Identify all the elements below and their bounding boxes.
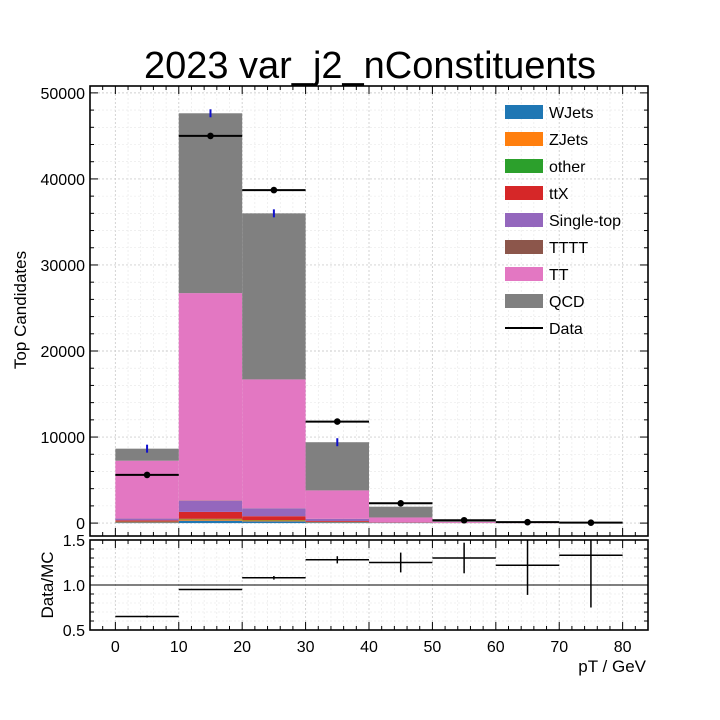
legend-label: TT (549, 267, 569, 284)
main-axis-ticks: 0 10000 20000 30000 40000 50000 (41, 86, 648, 536)
bar-ttx (305, 521, 369, 522)
legend-label: WJets (549, 105, 593, 122)
legend-swatch (505, 105, 543, 119)
y-axis-label: Top Candidates (11, 251, 30, 369)
bar-tt (178, 293, 243, 501)
x-tick-label: 70 (550, 639, 568, 656)
y-tick-label: 20000 (41, 344, 86, 361)
data-point (143, 471, 151, 479)
legend-label: QCD (549, 294, 585, 311)
legend-swatch (505, 186, 543, 200)
bar-single-top (242, 508, 306, 517)
ratio-tick-label: 1.0 (63, 578, 85, 595)
chart-title: 2023 var_j2_nConstituents (144, 45, 596, 87)
ratio-axis-ticks: 0 10 20 30 40 50 60 70 80 0.5 1.0 1.5 (63, 533, 648, 656)
bar-qcd (369, 506, 433, 518)
bar-ttx (242, 516, 306, 521)
x-tick-label: 40 (360, 639, 378, 656)
y-tick-label: 10000 (41, 430, 86, 447)
x-tick-label: 50 (424, 639, 442, 656)
y-tick-label: 30000 (41, 258, 86, 275)
data-point (333, 418, 341, 425)
bar-qcd (178, 113, 243, 294)
bar-ttx (178, 511, 243, 519)
bar-zjets (242, 520, 306, 522)
bar-tt (369, 517, 433, 523)
bar-other (178, 518, 243, 520)
legend-label: ZJets (549, 132, 588, 149)
bar-single-top (305, 518, 369, 522)
x-tick-label: 0 (111, 639, 120, 656)
bar-wjets (178, 520, 243, 524)
bar-tt (305, 490, 369, 519)
legend-swatch (505, 213, 543, 227)
bar-zjets (178, 519, 243, 521)
bar-wjets (242, 521, 306, 524)
x-tick-label: 30 (297, 639, 315, 656)
ratio-tick-label: 1.5 (63, 533, 85, 550)
x-tick-label: 80 (614, 639, 632, 656)
mc-error-markers (146, 109, 339, 453)
ratio-y-axis-label: Data/MC (38, 551, 57, 618)
data-point (270, 186, 278, 194)
legend-swatch (505, 159, 543, 173)
legend-label: Data (549, 321, 583, 338)
ratio-points (115, 540, 623, 618)
data-point (207, 132, 214, 140)
bar-qcd (305, 442, 369, 491)
stacked-bars (115, 113, 623, 524)
legend-label: Single-top (549, 213, 621, 230)
data-point (460, 516, 468, 524)
y-tick-label: 40000 (41, 172, 86, 189)
data-points (115, 132, 623, 526)
data-point (524, 518, 531, 526)
legend-swatch (505, 294, 543, 308)
bar-single-top (178, 500, 243, 512)
data-point (397, 500, 405, 507)
bar-tt (242, 379, 306, 509)
legend-swatch (505, 132, 543, 146)
bar-qcd (115, 448, 179, 461)
legend: WJetsZJetsotherttXSingle-topTTTTTTQCDDat… (505, 105, 621, 338)
bar-zjets (115, 521, 179, 523)
legend-label: ttX (549, 186, 569, 203)
bar-qcd (242, 213, 306, 380)
x-tick-label: 60 (487, 639, 505, 656)
bar-tt (115, 460, 179, 519)
bar-ttx (115, 520, 179, 522)
bar-wjets (115, 522, 179, 524)
bar-single-top (115, 518, 179, 521)
x-axis-label: pT / GeV (578, 657, 646, 676)
x-tick-label: 10 (170, 639, 188, 656)
legend-swatch (505, 267, 543, 281)
y-tick-label: 0 (76, 516, 85, 533)
data-point (587, 519, 595, 526)
bar-wjets (305, 522, 369, 524)
legend-label: other (549, 159, 586, 176)
ratio-tick-label: 0.5 (63, 623, 85, 640)
x-tick-label: 20 (233, 639, 251, 656)
legend-label: TTTT (549, 240, 588, 257)
legend-swatch (505, 240, 543, 254)
y-tick-label: 50000 (41, 86, 86, 103)
